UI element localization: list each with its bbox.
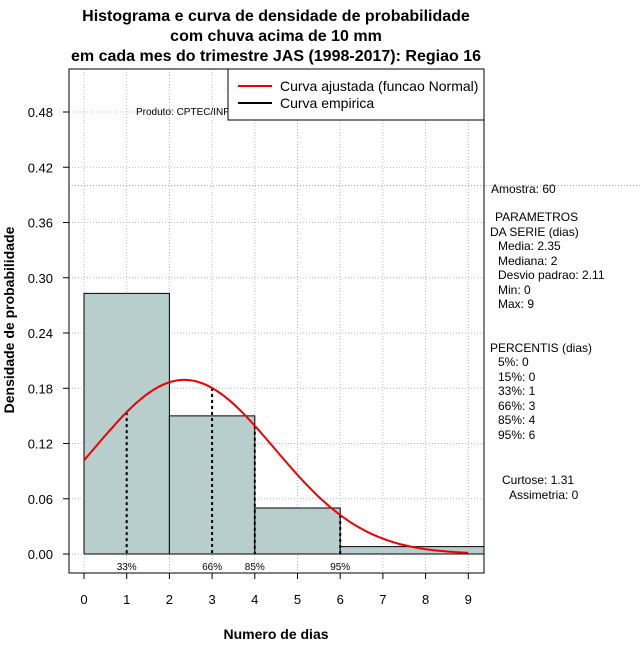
stat-mediana: Mediana: 2 bbox=[498, 254, 558, 268]
stats-panel: Amostra: 60 PARAMETROS DA SERIE (dias) M… bbox=[490, 182, 605, 502]
percentile-marker-label: 95% bbox=[330, 562, 350, 573]
stat-curtose: Curtose: 1.31 bbox=[502, 473, 574, 487]
chart-title-line-3: em cada mes do trimestre JAS (1998-2017)… bbox=[71, 48, 481, 65]
x-axis: 0 1 2 3 4 5 6 7 8 9 bbox=[80, 573, 472, 607]
stat-p85: 85%: 4 bbox=[498, 413, 536, 427]
x-tick-label: 1 bbox=[123, 592, 130, 607]
histogram-bar bbox=[254, 507, 341, 554]
legend-label-fitted: Curva ajustada (funcao Normal) bbox=[280, 78, 478, 94]
percentile-marker-label: 85% bbox=[245, 562, 265, 573]
y-tick-label: 0.24 bbox=[28, 326, 53, 341]
histogram-bar bbox=[340, 546, 484, 554]
legend: Curva ajustada (funcao Normal) Curva emp… bbox=[227, 68, 485, 121]
percentile-marker-label: 66% bbox=[202, 562, 222, 573]
x-tick-label: 6 bbox=[337, 592, 344, 607]
stat-p5: 5%: 0 bbox=[498, 355, 529, 369]
y-tick-label: 0.36 bbox=[28, 216, 53, 231]
x-axis-title: Numero de dias bbox=[223, 626, 328, 642]
chart-title-line-1: Histograma e curva de densidade de proba… bbox=[82, 8, 470, 25]
stat-params-header-1: PARAMETROS bbox=[495, 210, 578, 224]
histogram-bars bbox=[83, 292, 485, 555]
stat-max: Max: 9 bbox=[498, 297, 534, 311]
y-tick-label: 0.42 bbox=[28, 160, 53, 175]
chart-title-line-2: com chuva acima de 10 mm bbox=[170, 28, 382, 45]
stat-p15: 15%: 0 bbox=[498, 370, 536, 384]
stat-p33: 33%: 1 bbox=[498, 384, 536, 398]
x-tick-label: 9 bbox=[465, 592, 472, 607]
x-tick-label: 2 bbox=[166, 592, 173, 607]
stat-assimetria: Assimetria: 0 bbox=[509, 488, 579, 502]
x-tick-label: 3 bbox=[208, 592, 215, 607]
y-tick-label: 0.12 bbox=[28, 437, 53, 452]
empirical-step bbox=[168, 415, 256, 554]
stat-min: Min: 0 bbox=[498, 283, 531, 297]
x-tick-label: 4 bbox=[251, 592, 258, 607]
stat-media: Media: 2.35 bbox=[498, 239, 561, 253]
normal-curve bbox=[83, 378, 469, 554]
x-tick-label: 0 bbox=[80, 592, 87, 607]
empirical-step bbox=[254, 507, 341, 554]
stat-percentis-header: PERCENTIS (dias) bbox=[490, 341, 592, 355]
y-tick-label: 0.06 bbox=[28, 492, 53, 507]
x-tick-label: 7 bbox=[379, 592, 386, 607]
stat-amostra: Amostra: 60 bbox=[491, 182, 556, 196]
y-axis: 0.00 0.06 0.12 0.18 0.24 0.30 0.36 0.42 0.48 bbox=[28, 105, 69, 562]
x-tick-label: 5 bbox=[294, 592, 301, 607]
stat-params-header-2: DA SERIE (dias) bbox=[490, 225, 579, 239]
percentile-marker-label: 33% bbox=[117, 562, 137, 573]
curve-group bbox=[83, 378, 469, 554]
y-tick-label: 0.18 bbox=[28, 381, 53, 396]
stat-p95: 95%: 6 bbox=[498, 428, 536, 442]
credit-text: Produto: CPTEC/INPE bbox=[136, 107, 237, 118]
y-tick-label: 0.00 bbox=[28, 547, 53, 562]
y-tick-label: 0.30 bbox=[28, 271, 53, 286]
stat-desvio: Desvio padrao: 2.11 bbox=[498, 268, 605, 282]
legend-box bbox=[227, 68, 485, 121]
stat-p66: 66%: 3 bbox=[498, 399, 536, 413]
y-axis-title: Densidade de probabilidade bbox=[1, 226, 17, 413]
y-tick-label: 0.48 bbox=[28, 105, 53, 120]
x-tick-label: 8 bbox=[422, 592, 429, 607]
legend-label-empirical: Curva empirica bbox=[280, 95, 374, 111]
percentile-markers: 33% 66% 85% 95% bbox=[117, 387, 350, 573]
